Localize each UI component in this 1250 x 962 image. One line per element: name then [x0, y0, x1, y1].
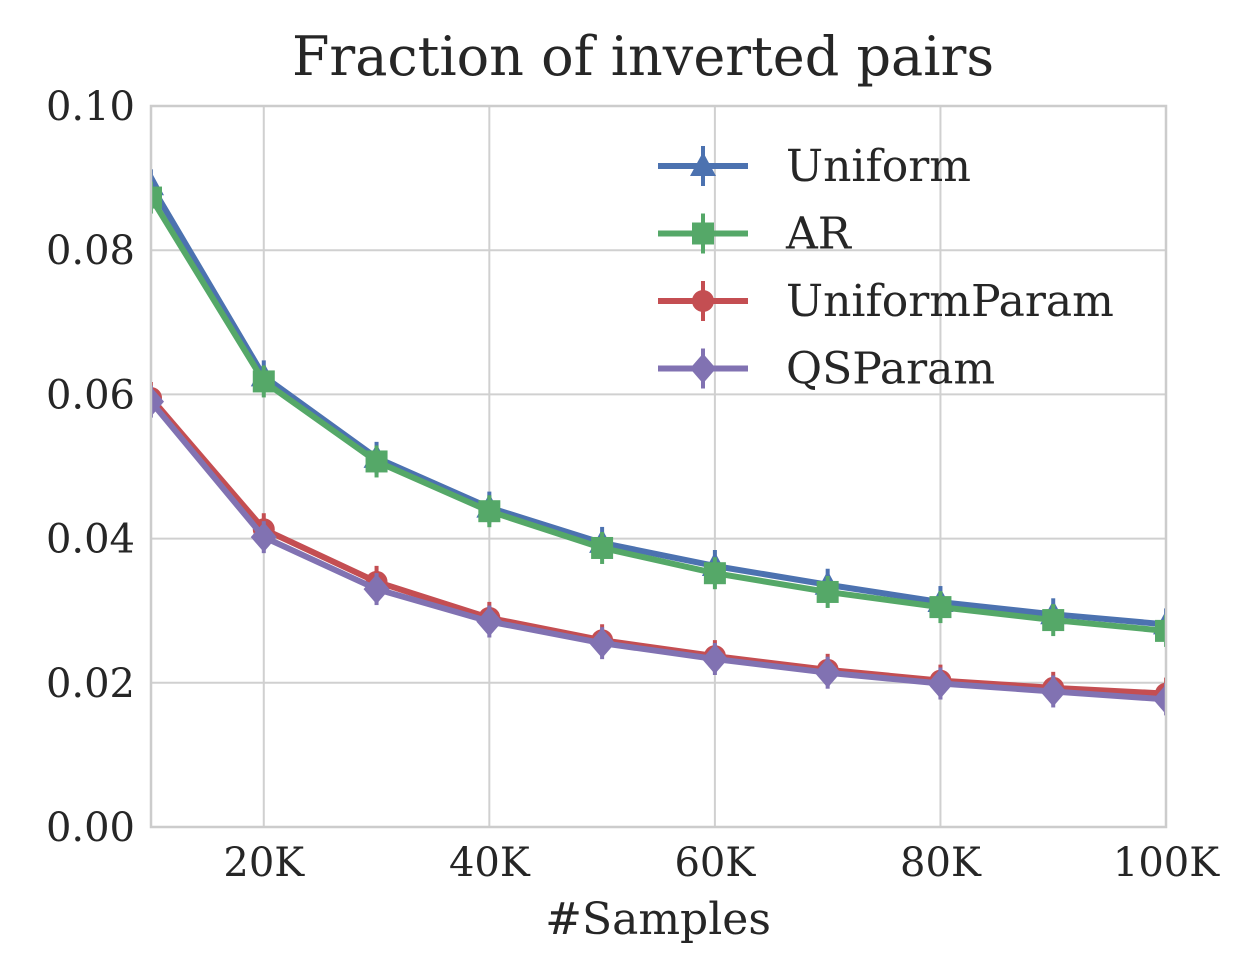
data-marker — [252, 370, 275, 393]
data-marker — [476, 606, 503, 637]
data-marker — [703, 562, 726, 585]
x-tick-label: 40K — [449, 840, 531, 886]
data-marker — [363, 574, 390, 605]
data-point — [1153, 683, 1166, 716]
legend-marker — [690, 353, 716, 384]
data-marker — [365, 450, 388, 473]
y-tick-label: 0.00 — [46, 805, 135, 851]
y-axis-ticks: 0.00 0.02 0.04 0.06 0.08 0.10 — [46, 84, 135, 851]
series-AR — [151, 181, 1166, 647]
plot-frame — [149, 104, 1168, 829]
data-point — [476, 605, 503, 638]
data-marker — [151, 386, 164, 417]
data-point — [252, 365, 275, 398]
data-marker — [1040, 676, 1067, 707]
data-point — [927, 667, 954, 700]
x-axis-label: #Samples — [545, 894, 771, 945]
legend-marker — [690, 152, 716, 176]
data-marker — [1153, 684, 1166, 715]
x-axis-ticks: 20K 40K 60K 80K 100K — [223, 840, 1220, 886]
legend-label: QSParam — [786, 344, 995, 395]
series-UniformParam — [151, 382, 1166, 710]
data-marker — [250, 522, 277, 553]
legend-entry-AR: AR — [658, 209, 853, 260]
legend-entry-UniformParam: UniformParam — [658, 276, 1114, 327]
data-marker — [814, 657, 841, 688]
series-line — [151, 195, 1166, 634]
y-tick-label: 0.04 — [46, 517, 135, 563]
legend-entry-QSParam: QSParam — [658, 344, 995, 395]
legend-label: UniformParam — [786, 276, 1114, 327]
chart-title: Fraction of inverted pairs — [292, 25, 994, 88]
data-marker — [478, 500, 501, 523]
data-point — [1040, 675, 1067, 708]
data-point — [816, 575, 839, 608]
data-point — [478, 495, 501, 528]
legend-label: Uniform — [786, 141, 971, 192]
data-point — [814, 656, 841, 689]
data-point — [151, 181, 162, 214]
data-point — [365, 445, 388, 478]
data-point — [1042, 604, 1065, 637]
data-point — [703, 557, 726, 590]
x-tick-label: 80K — [900, 840, 982, 886]
legend-marker — [692, 290, 714, 312]
grid — [151, 105, 1167, 828]
y-tick-label: 0.08 — [46, 228, 135, 274]
y-tick-label: 0.02 — [46, 661, 135, 707]
data-marker — [151, 186, 162, 209]
legend: Uniform AR UniformParam QSParam — [658, 141, 1114, 395]
data-point — [701, 643, 728, 676]
data-marker — [589, 628, 616, 659]
data-marker — [591, 536, 614, 559]
series-line — [151, 399, 1166, 703]
data-point — [151, 385, 164, 418]
data-marker — [701, 644, 728, 675]
x-tick-label: 60K — [674, 840, 756, 886]
data-point — [589, 627, 616, 660]
series-layer — [151, 169, 1166, 716]
data-marker — [929, 596, 952, 619]
y-tick-label: 0.06 — [46, 372, 135, 418]
data-point — [591, 531, 614, 564]
x-tick-label: 20K — [223, 840, 305, 886]
data-marker — [816, 580, 839, 603]
data-point — [929, 591, 952, 624]
data-point — [1155, 614, 1166, 647]
data-point — [250, 521, 277, 554]
legend-marker — [692, 222, 714, 245]
data-marker — [1155, 619, 1166, 642]
series-line — [151, 183, 1166, 628]
data-point — [363, 573, 390, 606]
legend-label: AR — [785, 209, 853, 260]
series-QSParam — [151, 385, 1166, 716]
data-marker — [1042, 609, 1065, 632]
y-tick-label: 0.10 — [46, 84, 135, 130]
data-marker — [927, 668, 954, 699]
legend-entry-Uniform: Uniform — [658, 141, 971, 192]
x-tick-label: 100K — [1113, 840, 1220, 886]
